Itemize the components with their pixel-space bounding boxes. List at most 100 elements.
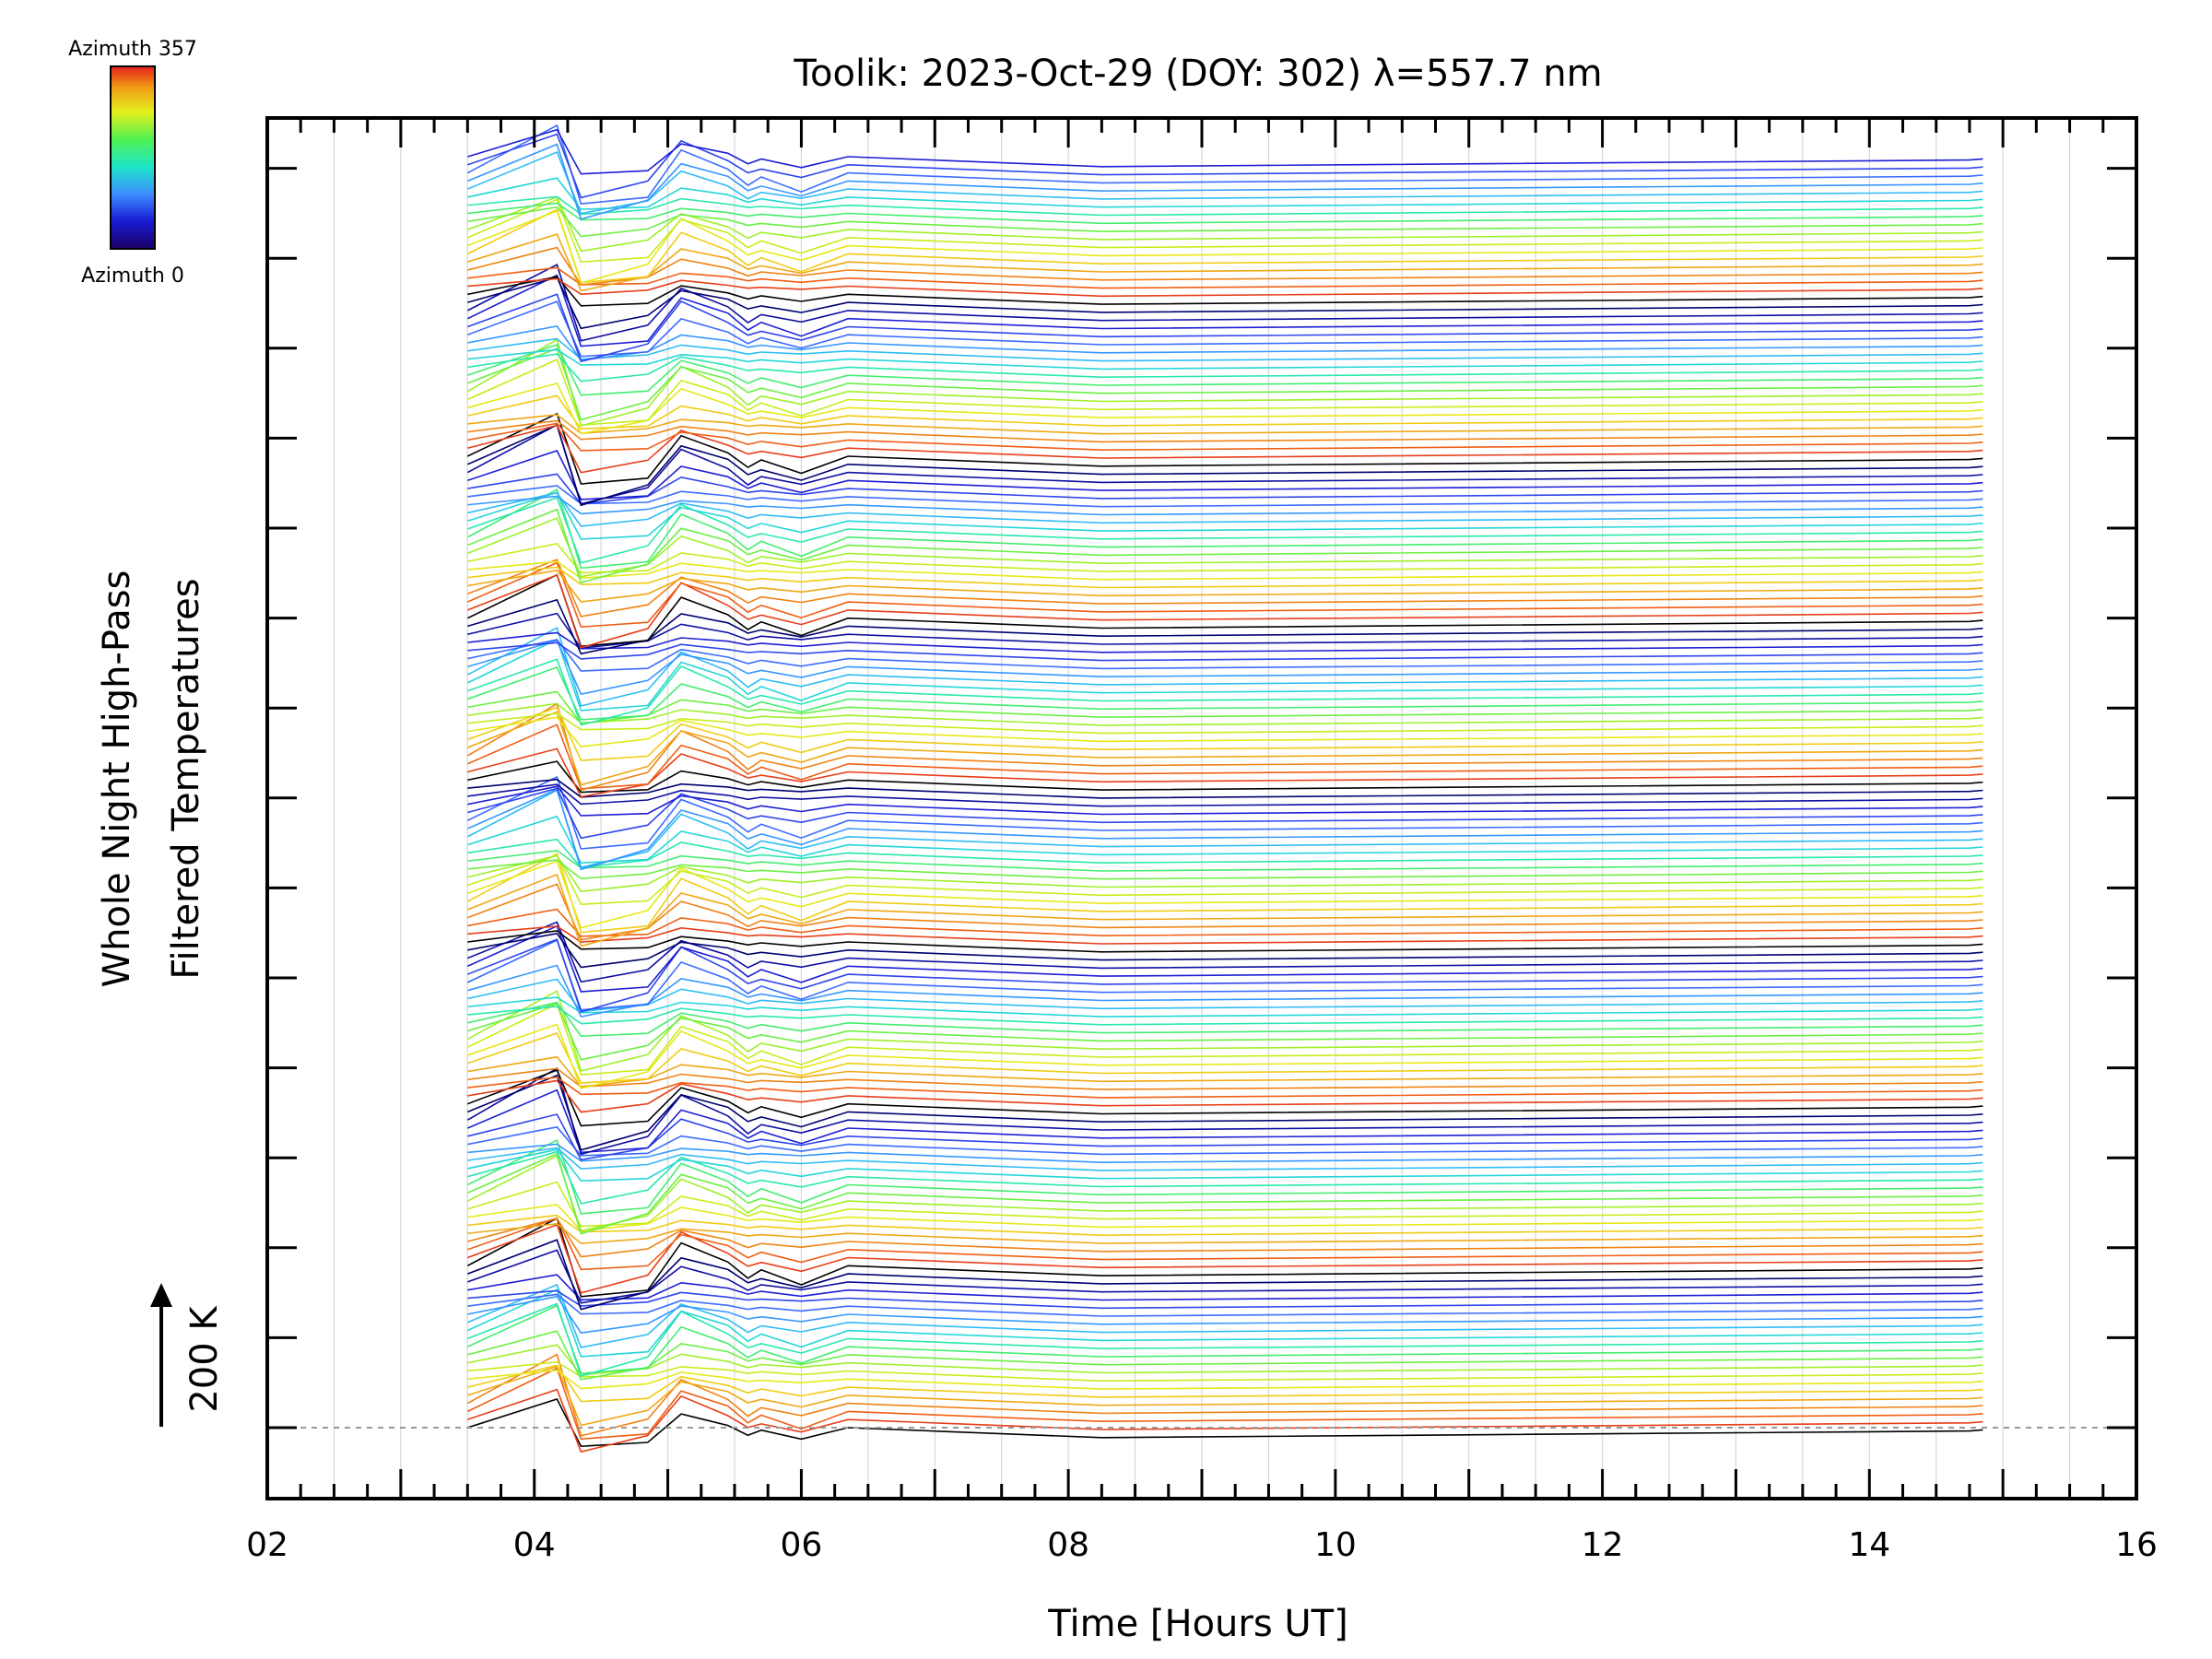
series-line — [467, 1006, 1983, 1026]
series-line — [467, 569, 1983, 603]
series-line — [467, 1217, 1983, 1271]
series-line — [467, 1274, 1983, 1301]
series-line — [467, 1223, 1983, 1294]
x-tick-label: 02 — [246, 1526, 288, 1564]
series-line — [466, 1367, 1983, 1441]
series-line — [467, 495, 1983, 516]
series-line — [467, 1076, 1983, 1099]
series-line — [467, 508, 1983, 584]
x-tick-label: 04 — [513, 1526, 556, 1564]
series-line — [467, 276, 1983, 307]
series-line — [467, 560, 1983, 581]
series-line — [467, 859, 1983, 880]
series-line — [467, 860, 1983, 929]
series-line — [466, 1002, 1983, 1076]
x-tick-label: 06 — [781, 1526, 823, 1564]
series-line — [466, 788, 1983, 871]
series-line — [467, 1069, 1983, 1127]
series-line — [467, 1079, 1983, 1113]
series-line — [467, 666, 1983, 721]
series-line — [466, 1154, 1983, 1232]
series-line — [466, 412, 1983, 485]
series-line — [467, 1295, 1983, 1335]
series-line — [467, 1125, 1983, 1157]
series-line — [467, 938, 1983, 1013]
series-line — [466, 627, 1983, 707]
series-line — [466, 1288, 1983, 1358]
series-line — [467, 598, 1983, 655]
series-line — [467, 496, 1983, 564]
colorbar — [110, 65, 156, 250]
series-line — [467, 344, 1983, 396]
x-axis-label: Time [Hours UT] — [1047, 1603, 1347, 1645]
series-line — [467, 209, 1983, 285]
series-line — [467, 394, 1983, 430]
series-line — [467, 639, 1983, 696]
series-line — [467, 450, 1983, 500]
series-line — [467, 930, 1983, 953]
x-tick-label: 14 — [1848, 1526, 1890, 1564]
x-tick-label: 08 — [1047, 1526, 1089, 1564]
series-line — [466, 150, 1983, 215]
series-line — [467, 206, 1983, 238]
series-line — [466, 424, 1983, 507]
series-line — [466, 198, 1983, 264]
series-line — [466, 1353, 1983, 1437]
series-line — [467, 1398, 1983, 1448]
series-line — [467, 854, 1983, 893]
series-line — [467, 1181, 1983, 1228]
scale-arrow-head — [150, 1283, 172, 1307]
series-line — [467, 1148, 1983, 1182]
series-line — [467, 424, 1983, 474]
series-line — [467, 1365, 1983, 1427]
series-line — [467, 517, 1983, 578]
series-line — [467, 293, 1983, 363]
series-line — [466, 775, 1983, 850]
series-line — [467, 702, 1983, 726]
series-line — [467, 925, 1983, 945]
series-line — [467, 883, 1983, 941]
series-line — [467, 543, 1983, 574]
scale-label: 200 K — [183, 1305, 226, 1413]
series-line — [467, 128, 1983, 175]
series-line — [467, 787, 1983, 840]
colorbar-max-label: Azimuth 357 — [68, 38, 197, 61]
series-line — [467, 1330, 1983, 1381]
series-line — [466, 1074, 1983, 1151]
series-line — [466, 124, 1983, 205]
series-line — [467, 711, 1983, 786]
series-line — [467, 1147, 1983, 1171]
x-tick-label: 10 — [1314, 1526, 1357, 1564]
series-line — [467, 1289, 1983, 1310]
colorbar-min-label: Azimuth 0 — [81, 265, 184, 288]
series-line — [466, 638, 1983, 712]
series-line — [467, 873, 1983, 947]
series-line — [467, 347, 1983, 421]
series-line — [467, 785, 1983, 817]
series-line — [467, 177, 1983, 210]
series-line — [467, 641, 1983, 662]
series-line — [466, 1304, 1983, 1375]
series-line — [466, 1066, 1983, 1156]
series-line — [467, 932, 1983, 969]
series-line — [467, 422, 1983, 452]
series-line — [467, 1150, 1983, 1205]
series-line — [467, 337, 1983, 362]
series-line — [467, 908, 1983, 937]
series-line — [467, 783, 1983, 807]
series-line — [466, 143, 1983, 220]
series-line — [467, 382, 1983, 435]
series-line — [467, 195, 1983, 253]
series-line — [466, 488, 1983, 570]
series-line — [466, 1139, 1983, 1215]
series-line — [467, 1239, 1983, 1311]
series-line — [466, 264, 1983, 342]
series-line — [466, 924, 1983, 993]
x-tick-labels: 02 04 06 08 10 12 14 16 — [246, 1526, 2158, 1564]
y-axis-label-line2: Filtered Temperatures — [165, 578, 207, 979]
series-line — [467, 921, 1983, 983]
series-line — [467, 491, 1983, 527]
series-line — [466, 1152, 1983, 1235]
series-line — [467, 1293, 1983, 1317]
